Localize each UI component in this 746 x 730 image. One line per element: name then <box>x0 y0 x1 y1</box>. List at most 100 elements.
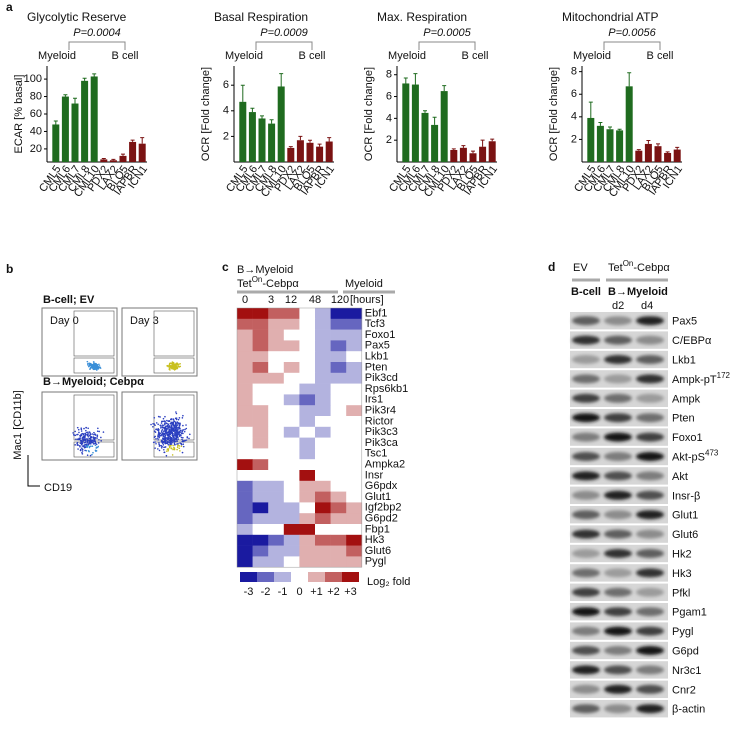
event <box>172 444 174 447</box>
protein-label: Pygl <box>672 626 693 638</box>
event <box>172 418 175 420</box>
event <box>176 433 179 436</box>
chart-title: Max. Respiration <box>377 10 467 24</box>
error-bar <box>53 120 58 125</box>
heat-cell <box>330 351 347 363</box>
error-bar <box>327 137 332 142</box>
event <box>185 439 188 441</box>
gene-label: Ebf1 <box>365 307 388 319</box>
error-bar <box>92 73 97 77</box>
heat-cell <box>315 416 331 428</box>
panel-label: b <box>6 262 13 276</box>
y-tick-label: 80 <box>30 90 42 102</box>
event <box>185 427 188 430</box>
heat-cell <box>330 480 347 492</box>
event <box>170 421 172 424</box>
heat-cell <box>346 394 363 406</box>
heat-cell <box>252 448 269 460</box>
heat-cell <box>299 405 316 417</box>
blot-band <box>604 510 632 520</box>
heat-cell <box>268 340 285 352</box>
y-axis-label: ECAR [% basal] <box>13 75 25 154</box>
bar <box>450 150 458 162</box>
event <box>165 454 168 457</box>
event <box>90 364 92 367</box>
event <box>91 367 93 369</box>
heat-cell <box>237 318 253 330</box>
heat-cell <box>252 340 269 352</box>
blot-band <box>636 646 664 655</box>
heat-cell <box>283 524 300 536</box>
event <box>88 446 91 449</box>
gene-label: Lkb1 <box>365 351 389 363</box>
heat-cell <box>330 308 347 320</box>
heat-cell <box>315 405 331 417</box>
heat-cell <box>346 340 363 352</box>
event <box>161 431 163 433</box>
event <box>178 430 181 433</box>
event <box>84 432 87 435</box>
blot-band <box>572 665 600 675</box>
error-bar <box>101 158 106 160</box>
event <box>179 431 182 433</box>
blot-band <box>572 374 600 384</box>
event <box>173 429 176 431</box>
legend-tick-label: +3 <box>344 586 357 598</box>
heat-cell <box>315 534 331 546</box>
event <box>152 426 154 428</box>
legend-swatch <box>308 572 325 582</box>
heat-cell <box>268 308 285 320</box>
bar <box>479 146 487 162</box>
event <box>93 439 96 442</box>
event <box>96 364 99 367</box>
hour-label: 3 <box>268 294 274 306</box>
event <box>166 419 168 422</box>
heat-cell <box>330 502 347 514</box>
heat-cell <box>252 502 269 514</box>
blot-band <box>604 355 632 364</box>
event <box>81 451 83 454</box>
heat-cell <box>315 513 331 525</box>
event <box>169 431 171 434</box>
gene-label: Ampka2 <box>365 459 405 471</box>
event <box>179 429 182 432</box>
event <box>181 438 183 441</box>
event <box>176 440 179 442</box>
event <box>84 433 87 436</box>
gate <box>73 357 115 374</box>
protein-label-sup: 172 <box>717 371 731 380</box>
error-bar <box>140 137 145 144</box>
blot-band <box>636 452 664 461</box>
heat-cell <box>299 545 316 557</box>
gene-label: Pik3cd <box>365 372 398 384</box>
protein-label: Hk2 <box>672 548 692 560</box>
legend-tick-label: 0 <box>296 586 302 598</box>
event <box>171 361 174 363</box>
event <box>162 417 165 420</box>
protein-label-part: Hk3 <box>672 568 692 580</box>
heat-cell <box>237 524 253 536</box>
event <box>164 442 167 444</box>
gene-label: Tcf3 <box>365 318 385 330</box>
bar <box>138 143 146 162</box>
blot-group: B→Myeloid <box>608 286 668 298</box>
blot-band <box>636 704 664 714</box>
event <box>173 426 176 428</box>
blot-band <box>636 335 664 345</box>
gene-label: Tsc1 <box>365 448 388 460</box>
event <box>160 422 163 424</box>
event <box>175 418 178 421</box>
event <box>87 431 89 433</box>
heat-cell <box>346 318 363 330</box>
chart-title: Glycolytic Reserve <box>27 10 127 24</box>
event <box>169 441 172 444</box>
event <box>174 433 176 435</box>
event <box>83 445 85 448</box>
y-tick-label: 60 <box>30 108 42 120</box>
blot-band <box>636 374 664 384</box>
heat-cell <box>268 459 285 471</box>
gene-label: G6pd2 <box>365 513 398 525</box>
event <box>177 444 179 446</box>
event <box>175 435 178 438</box>
blot-band <box>604 393 632 403</box>
